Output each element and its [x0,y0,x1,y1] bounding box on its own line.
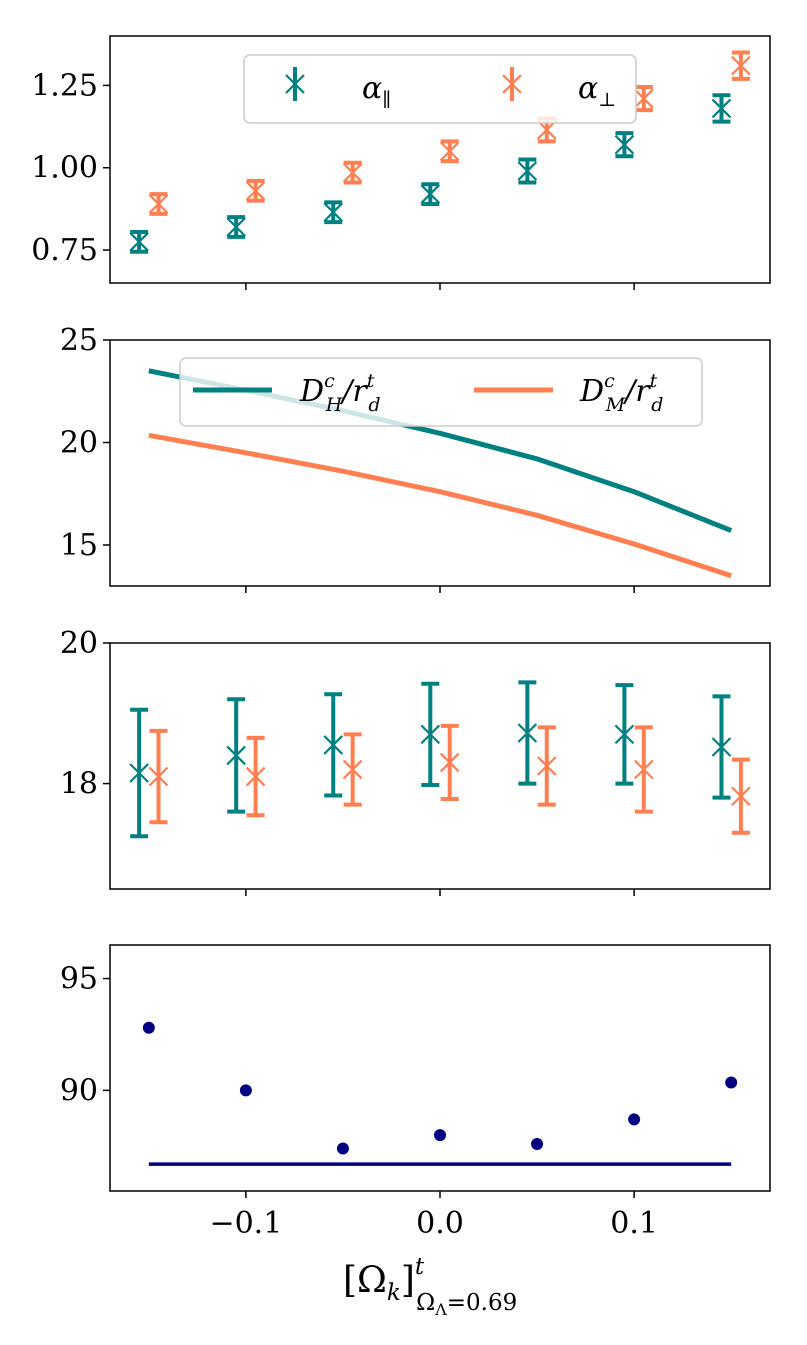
data-point [142,1021,155,1034]
legend-label-dm: Dc M/rt d [579,370,663,416]
data-point-marker [614,724,635,745]
legend-marker-x [502,74,522,94]
data-point-marker [711,737,732,757]
data-point-marker [342,759,363,780]
axes-frame [109,642,771,890]
data-point-marker [634,759,654,780]
y-tick-label: 1.00 [31,151,98,186]
data-point-marker [226,745,246,766]
data-point-marker [439,752,460,773]
y-tick-label: 20 [60,426,98,461]
data-point-marker [536,120,557,140]
data-point-marker [245,181,266,201]
x-axis-label: [Ωk]t ΩΛ=0.69 [343,1254,517,1319]
data-point [725,1076,738,1089]
data-point-marker [342,162,363,183]
legend-distance: Dc H/rt d Dc M/rt d [179,357,703,427]
data-point [628,1113,641,1126]
y-tick-label: 0.75 [31,233,98,268]
axes-frame [109,944,771,1192]
data-point-marker [517,161,538,181]
y-tick-label: 1.25 [31,68,98,103]
data-point [531,1138,544,1151]
data-point-marker [323,202,344,222]
y-tick-label: 95 [60,962,98,997]
data-point-marker [245,766,266,787]
legend-marker-alpha-par [285,67,305,101]
data-point-marker [634,88,654,109]
data-point-marker [226,217,246,237]
data-point-marker [323,735,344,755]
data-point-marker [731,55,751,76]
legend-label-alpha-par: α∥ [362,71,391,111]
data-point-marker [517,723,538,743]
data-point-marker [148,194,169,214]
data-point-marker [148,766,169,787]
legend-marker-alpha-perp [502,67,522,101]
y-tick-label: 90 [60,1073,98,1108]
data-point-marker [420,724,441,745]
y-tick-label: 20 [60,626,98,661]
legend-frame [243,54,637,124]
legend-frame [179,357,703,427]
data-point [434,1129,446,1142]
data-point-marker [129,763,149,783]
series-line-dm [148,432,732,579]
legend-marker-x [285,74,305,94]
panel-chi2: 90 95 −0.1 0.0 0.1 [60,944,771,1241]
x-tick-label: −0.1 [209,1206,282,1241]
data-point [239,1084,252,1097]
data-point-marker [439,141,460,162]
data-point-marker [711,98,732,119]
data-point-marker [129,232,149,252]
data-point-marker [731,786,751,807]
legend-alpha: α∥ α⊥ [243,54,637,124]
y-tick-label: 15 [60,528,98,563]
data-point-marker [536,756,557,776]
x-tick-label: 0.0 [416,1206,464,1241]
data-point-marker [420,184,441,204]
y-tick-label: 18 [60,767,98,802]
data-point [336,1142,349,1155]
panel-alpha: 0.75 1.00 1.25 [31,35,771,290]
y-tick-label: 25 [60,323,98,358]
x-tick-label: 0.1 [610,1206,658,1241]
data-point-marker [614,134,635,155]
legend-label-alpha-perp: α⊥ [578,71,616,111]
